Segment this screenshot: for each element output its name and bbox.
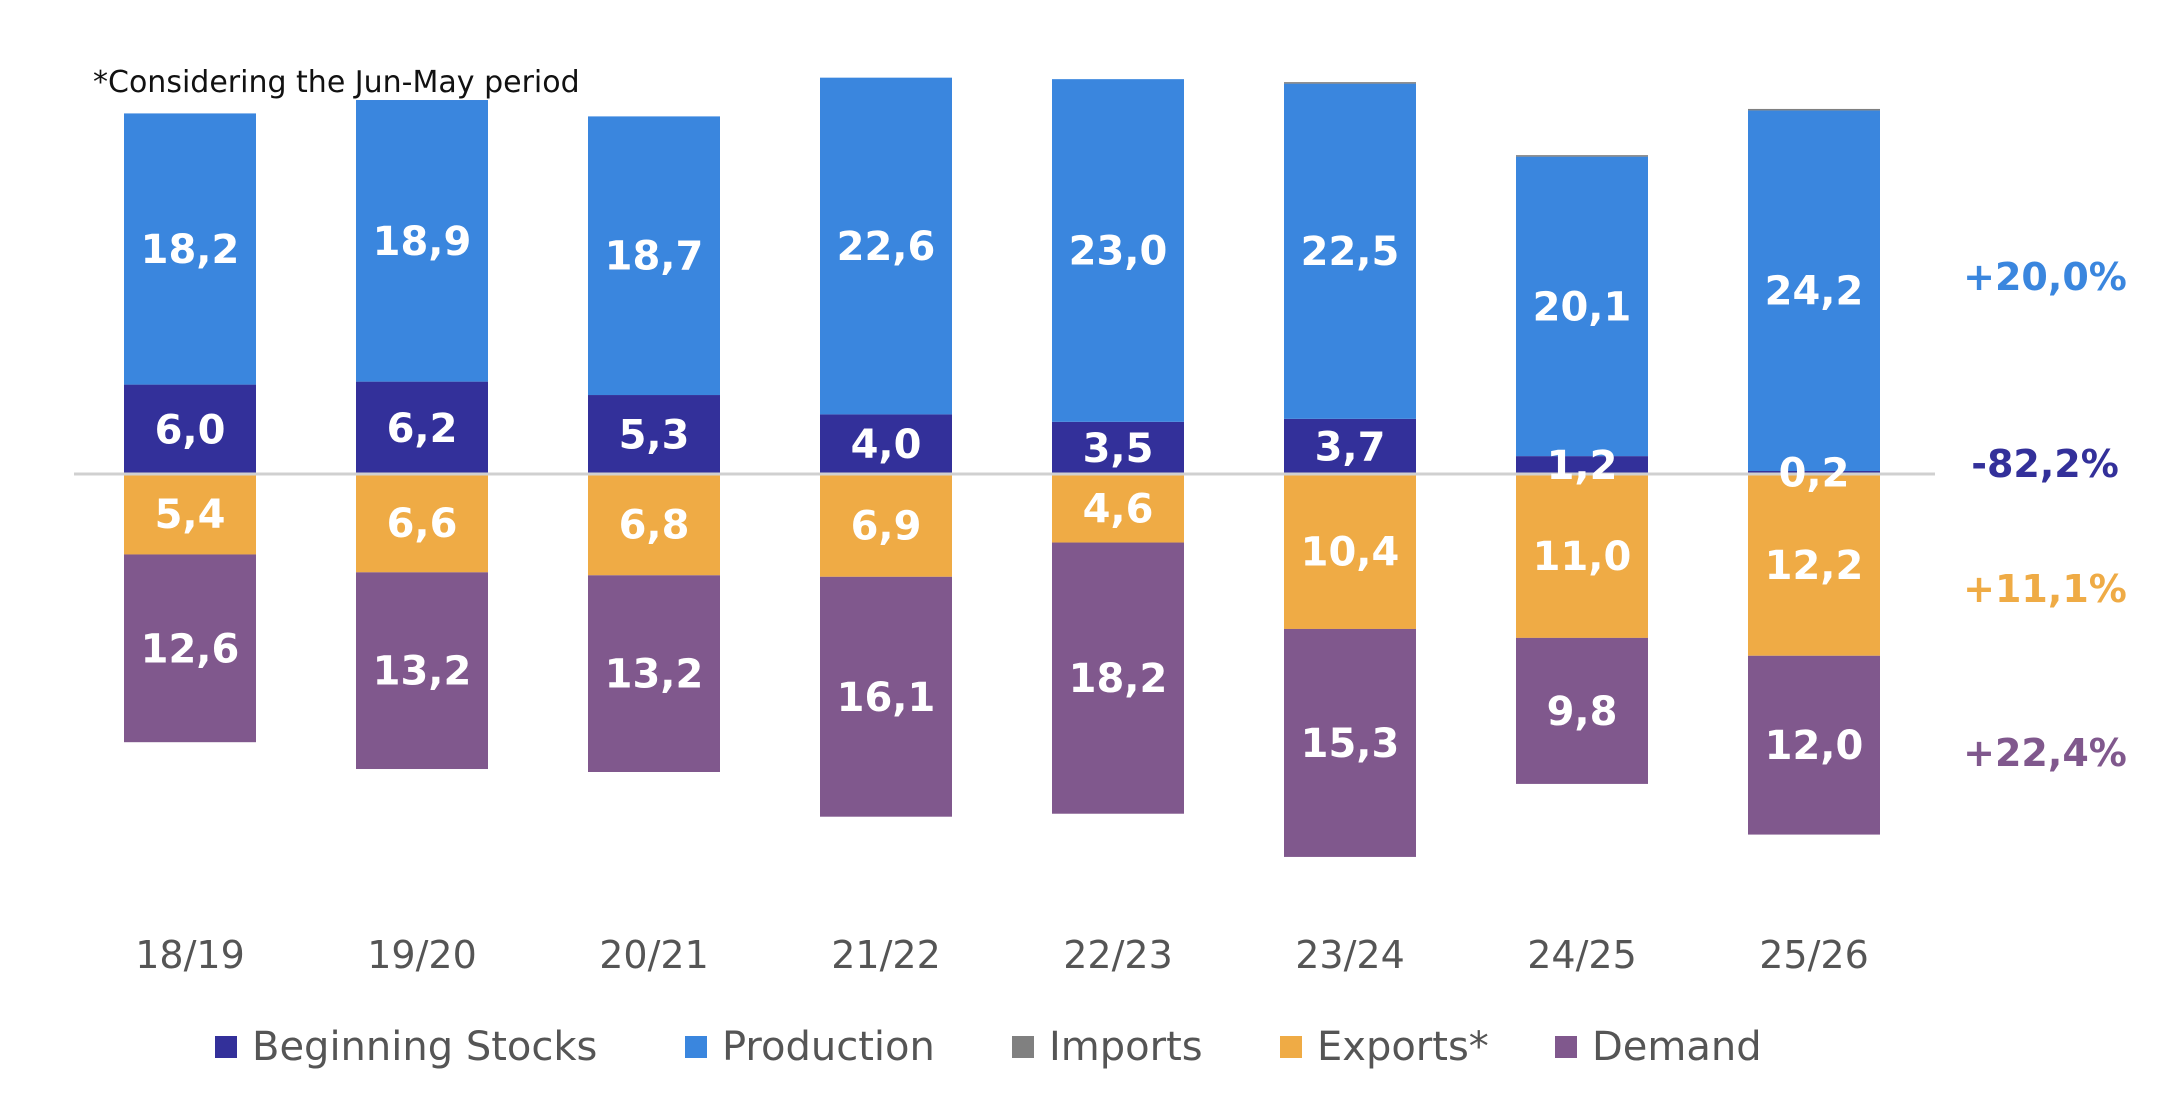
category-label-18-19: 18/19 <box>135 933 245 977</box>
value-label-beginning-stocks-24-25: 1,2 <box>1547 443 1618 489</box>
legend-label-beginning-stocks: Beginning Stocks <box>252 1024 597 1070</box>
bar-beginning-stocks-23-24 <box>1284 418 1416 474</box>
value-label-beginning-stocks-18-19: 6,0 <box>155 407 226 453</box>
legend-label-production: Production <box>722 1024 935 1070</box>
value-label-demand-24-25: 9,8 <box>1547 689 1618 735</box>
bar-exports-22-23 <box>1052 474 1184 543</box>
change-labels-group: +20,0% -82,2% +11,1% +22,4% <box>1963 255 2127 775</box>
value-label-demand-19-20: 13,2 <box>373 649 472 695</box>
bar-production-21-22 <box>820 77 952 415</box>
bar-imports-24-25 <box>1516 155 1648 157</box>
value-label-demand-23-24: 15,3 <box>1301 721 1400 767</box>
bar-demand-19-20 <box>356 572 488 770</box>
bar-production-18-19 <box>124 113 256 385</box>
value-label-beginning-stocks-21-22: 4,0 <box>851 422 922 468</box>
bar-exports-25-26 <box>1748 474 1880 656</box>
bar-exports-21-22 <box>820 474 952 577</box>
value-label-demand-22-23: 18,2 <box>1069 656 1168 702</box>
legend-swatch-imports <box>1012 1036 1034 1058</box>
bar-imports-23-24 <box>1284 82 1416 84</box>
value-label-production-18-19: 18,2 <box>141 227 240 273</box>
bar-production-25-26 <box>1748 110 1880 472</box>
value-label-production-21-22: 22,6 <box>837 224 936 270</box>
bar-beginning-stocks-19-20 <box>356 381 488 474</box>
legend-swatch-demand <box>1555 1036 1577 1058</box>
change-label-production: +20,0% <box>1963 255 2127 299</box>
category-label-22-23: 22/23 <box>1063 933 1173 977</box>
value-label-exports-19-20: 6,6 <box>387 501 458 547</box>
bar-demand-18-19 <box>124 554 256 743</box>
bar-beginning-stocks-21-22 <box>820 414 952 474</box>
legend: Beginning Stocks Production Imports Exports… <box>215 1024 1762 1070</box>
legend-swatch-beginning-stocks <box>215 1036 237 1058</box>
bar-production-19-20 <box>356 100 488 382</box>
category-label-24-25: 24/25 <box>1527 933 1637 977</box>
bar-exports-18-19 <box>124 474 256 555</box>
legend-label-exports: Exports* <box>1317 1024 1489 1070</box>
value-label-production-20-21: 18,7 <box>605 234 704 280</box>
legend-swatch-production <box>685 1036 707 1058</box>
legend-swatch-exports <box>1280 1036 1302 1058</box>
value-label-exports-22-23: 4,6 <box>1083 486 1154 532</box>
value-labels-group: 6,0 18,2 5,4 12,6 6,2 18,9 6,6 13,2 5,3 18,7 6,8 13… <box>141 219 1864 769</box>
bar-demand-21-22 <box>820 576 952 817</box>
bar-production-24-25 <box>1516 156 1648 457</box>
value-label-production-19-20: 18,9 <box>373 219 472 265</box>
category-labels-group: 18/19 19/20 20/21 21/22 22/23 23/24 24/25 25/26 <box>135 933 1869 977</box>
chart-note: *Considering the Jun-May period <box>93 65 580 100</box>
value-label-exports-20-21: 6,8 <box>619 503 690 549</box>
bar-demand-20-21 <box>588 575 720 772</box>
value-label-demand-21-22: 16,1 <box>837 675 936 721</box>
bar-beginning-stocks-24-25 <box>1516 456 1648 474</box>
value-label-exports-25-26: 12,2 <box>1765 543 1864 589</box>
bar-production-23-24 <box>1284 83 1416 419</box>
category-label-19-20: 19/20 <box>367 933 477 977</box>
value-label-demand-20-21: 13,2 <box>605 652 704 698</box>
value-label-exports-23-24: 10,4 <box>1301 529 1400 575</box>
value-label-demand-18-19: 12,6 <box>141 626 240 672</box>
value-label-beginning-stocks-19-20: 6,2 <box>387 406 458 452</box>
legend-label-demand: Demand <box>1592 1024 1762 1070</box>
change-label-beginning-stocks: -82,2% <box>1971 442 2119 486</box>
category-label-25-26: 25/26 <box>1759 933 1869 977</box>
bar-beginning-stocks-22-23 <box>1052 421 1184 474</box>
bar-demand-23-24 <box>1284 628 1416 857</box>
value-label-exports-18-19: 5,4 <box>155 492 226 538</box>
bar-exports-20-21 <box>588 474 720 576</box>
bar-production-22-23 <box>1052 79 1184 422</box>
value-label-exports-24-25: 11,0 <box>1533 534 1632 580</box>
bar-exports-19-20 <box>356 474 488 573</box>
bar-demand-25-26 <box>1748 655 1880 835</box>
category-label-20-21: 20/21 <box>599 933 709 977</box>
value-label-beginning-stocks-23-24: 3,7 <box>1315 424 1386 470</box>
bar-beginning-stocks-18-19 <box>124 384 256 474</box>
value-label-beginning-stocks-22-23: 3,5 <box>1083 426 1154 472</box>
value-label-production-24-25: 20,1 <box>1533 284 1632 330</box>
value-label-beginning-stocks-25-26: 0,2 <box>1779 451 1850 497</box>
value-label-production-23-24: 22,5 <box>1301 229 1400 275</box>
value-label-production-25-26: 24,2 <box>1765 269 1864 315</box>
value-label-production-22-23: 23,0 <box>1069 229 1168 275</box>
legend-label-imports: Imports <box>1049 1024 1203 1070</box>
bar-exports-24-25 <box>1516 474 1648 638</box>
category-label-23-24: 23/24 <box>1295 933 1405 977</box>
change-label-demand: +22,4% <box>1963 731 2127 775</box>
bar-beginning-stocks-20-21 <box>588 395 720 474</box>
bar-imports-25-26 <box>1748 108 1880 111</box>
bar-demand-24-25 <box>1516 637 1648 784</box>
bars-group <box>124 77 1880 857</box>
bar-production-20-21 <box>588 116 720 396</box>
bar-demand-22-23 <box>1052 542 1184 814</box>
category-label-21-22: 21/22 <box>831 933 941 977</box>
bar-exports-23-24 <box>1284 474 1416 629</box>
value-label-beginning-stocks-20-21: 5,3 <box>619 413 690 459</box>
value-label-demand-25-26: 12,0 <box>1765 723 1864 769</box>
value-label-exports-21-22: 6,9 <box>851 503 922 549</box>
change-label-exports: +11,1% <box>1963 567 2127 611</box>
